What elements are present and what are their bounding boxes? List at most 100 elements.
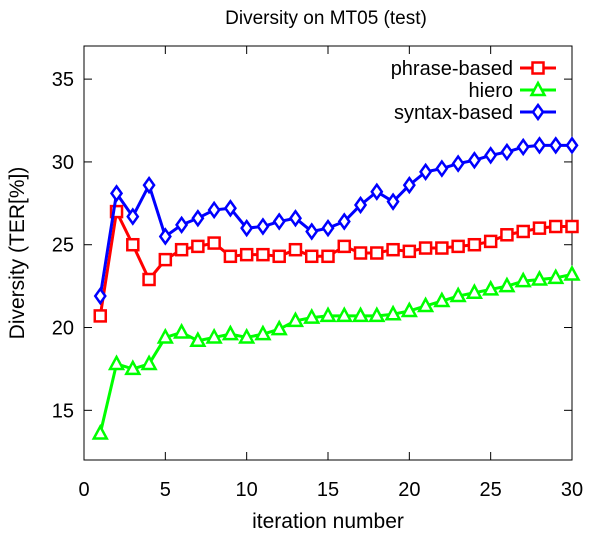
data-point [449,286,467,303]
data-point [288,242,303,257]
data-point [156,327,174,344]
legend-label: hiero [469,80,513,102]
axis-ticks: 0 5 10 15 20 25 30 15 20 25 30 35 [52,46,583,501]
series-line [98,143,572,297]
x-tick-label: 30 [561,479,583,501]
data-point [205,327,223,344]
legend-marker [531,102,545,122]
data-point [107,354,126,371]
x-tick-label: 15 [317,479,339,501]
data-point [351,306,370,323]
data-point [498,276,516,293]
x-tick-label: 5 [160,479,171,501]
series-phrase-based [93,204,579,323]
y-axis-label: Diversity (TER[%]) [6,167,29,340]
data-point [386,192,400,211]
data-point [563,264,581,281]
data-point [191,209,205,228]
legend-label: phrase-based [391,58,513,80]
data-point [319,306,337,323]
data-point [207,200,221,220]
x-axis-label: iteration number [252,510,404,533]
data-point [467,237,482,252]
data-point [516,137,530,157]
data-point [189,331,207,348]
data-point [467,151,481,170]
data-point [419,162,433,182]
y-tick-label: 35 [52,69,74,91]
data-point [370,182,384,201]
data-point [240,219,254,238]
data-point [124,359,142,376]
data-point [402,175,416,195]
x-tick-label: 0 [78,479,89,501]
legend-item: hiero [469,80,556,102]
data-point [272,212,286,231]
legend-item: syntax-based [394,102,556,124]
data-point [335,306,353,323]
data-point [532,221,547,235]
data-point [140,354,158,371]
data-point [386,242,400,257]
legend-label: syntax-based [394,102,513,124]
data-point [451,239,465,254]
data-point [337,212,351,231]
data-point [435,241,449,255]
data-point [303,307,321,324]
data-point [91,423,109,440]
series-hiero [91,264,581,440]
data-point [353,195,368,215]
data-point [288,209,303,228]
data-point [93,309,108,323]
data-point [451,154,465,173]
data-point [565,136,579,155]
data-point [516,224,530,239]
data-point [400,301,418,318]
data-point [304,249,319,264]
series-line [98,273,573,434]
y-tick-label: 30 [52,152,74,174]
data-point [500,142,514,162]
data-point [484,146,498,165]
series-syntax-based [93,136,579,306]
data-point [93,286,107,306]
data-point [142,272,156,287]
data-point [547,268,565,285]
data-point [465,283,483,299]
data-point [158,252,173,267]
data-point [158,227,172,246]
data-point [435,159,449,178]
data-point [321,249,335,264]
data-point [109,204,124,219]
data-point [223,249,238,264]
data-point [238,327,256,344]
data-point [272,249,286,264]
data-point [482,279,500,296]
data-point [207,236,221,250]
y-tick-label: 25 [52,235,74,257]
data-point [514,271,532,288]
data-point [256,247,270,262]
data-point [175,215,189,234]
data-point [368,306,386,323]
data-point [530,269,549,286]
data-point [223,199,237,218]
chart-title: Diversity on MT05 (test) [225,8,427,29]
data-point [337,239,352,254]
y-tick-label: 20 [52,318,74,340]
data-point [254,324,272,341]
x-tick-label: 10 [236,479,258,501]
data-point [483,234,498,249]
x-tick-label: 25 [480,479,502,501]
data-point [109,184,124,203]
legend-marker [531,61,545,75]
legend-marker [529,80,547,97]
data-point [417,296,435,313]
data-point [256,217,270,236]
data-point [270,319,288,336]
data-point [239,247,254,262]
data-point [353,246,368,260]
data-point [305,222,319,241]
data-point [191,239,205,254]
